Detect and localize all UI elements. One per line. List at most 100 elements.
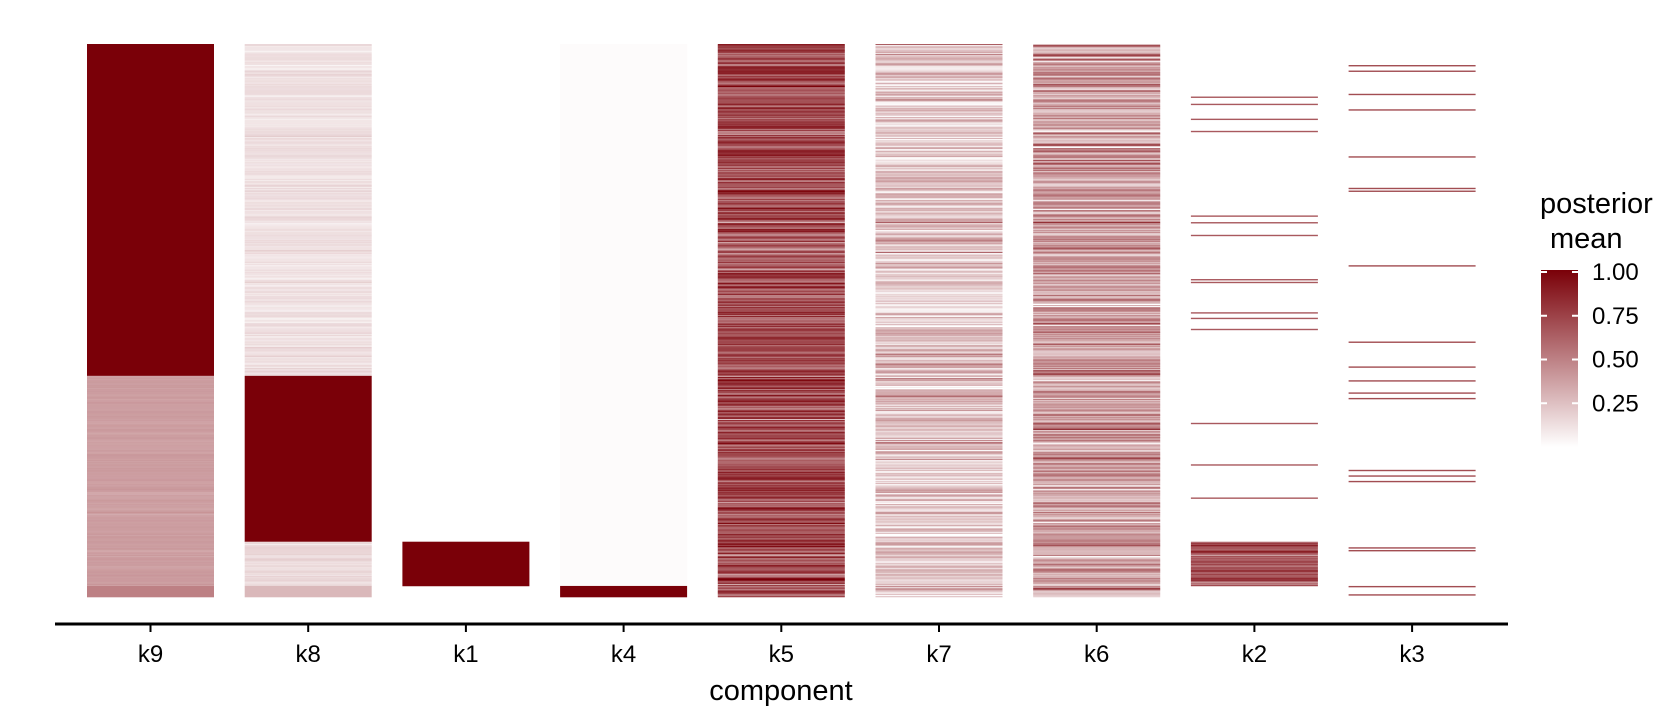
cell-k5 [717,193,845,195]
cell-k7 [875,373,1003,375]
cell-k7 [875,123,1003,126]
cell-k6 [1033,509,1161,512]
cell-k5 [717,142,845,144]
cell-k6 [1033,86,1161,88]
cell-k7 [875,459,1003,462]
cell-k5 [717,134,845,137]
cell-k2 [1190,556,1318,558]
cell-k5 [717,465,845,467]
cell-k5 [717,574,845,577]
cell-k5 [717,196,845,199]
cell-k9 [87,474,214,476]
cell-k8 [244,579,372,581]
cell-k6 [1033,122,1161,124]
cell-k7 [875,206,1003,208]
cell-k8 [244,220,372,223]
cell-k5 [717,485,845,487]
cell-k8 [244,343,372,346]
cell-k5 [717,407,845,410]
cell-k9 [87,551,214,554]
cell-k7 [875,466,1003,468]
cell-k8 [244,138,372,140]
cell-k6 [1033,68,1161,70]
cell-k7 [875,416,1003,419]
cell-k7 [875,593,1003,596]
cell-k5 [717,295,845,297]
cell-k7 [875,454,1003,456]
cell-k6 [1033,433,1161,435]
cell-k8 [244,93,372,96]
cell-k7 [875,257,1003,259]
cell-k5 [717,130,845,132]
cell-k8 [244,166,372,169]
cell-k9 [87,397,214,400]
cell-k7 [875,57,1003,59]
cell-k5 [717,177,845,180]
cell-k7 [875,434,1003,436]
cell-k2 [1190,567,1318,569]
cell-k7 [875,517,1003,519]
cell-k6 [1033,167,1161,170]
cell-k5 [717,412,845,414]
cell-k6 [1033,435,1161,437]
cell-k5 [717,191,845,193]
cell-k7 [875,431,1003,433]
cell-k6 [1033,402,1161,404]
cell-k5 [717,444,845,446]
cell-k8 [244,123,372,126]
cell-k7 [875,262,1003,265]
cell-k7 [875,130,1003,132]
cell-k6 [1033,207,1161,210]
cell-k9 [87,449,214,452]
cell-k8 [244,217,372,220]
cell-k8 [244,290,372,293]
cell-k7 [875,321,1003,324]
cell-k5 [717,481,845,484]
cell-k7 [875,305,1003,307]
cell-k9 [87,573,214,576]
cell-k6 [1033,49,1161,51]
cell-k8 [244,195,372,197]
cell-k5 [717,432,845,434]
cell-k6 [1033,399,1161,401]
cell-k7 [875,335,1003,338]
cell-k9 [87,386,214,389]
cell-k7 [875,478,1003,481]
cell-k8 [244,122,372,124]
cell-k7 [875,572,1003,575]
cell-k7 [875,414,1003,416]
cell-k6 [1033,540,1161,542]
cell-k8 [244,324,372,327]
cell-k9 [87,459,214,462]
cell-k6 [1033,376,1161,379]
cell-k5 [717,568,845,570]
cell-k5 [717,569,845,571]
cell-k6 [1033,541,1161,544]
cell-k2 [1190,577,1318,579]
cell-k5 [717,240,845,243]
cell-k6 [1033,543,1161,546]
cell-k5 [717,521,845,524]
cell-k6 [1033,323,1161,326]
cell-k5 [717,469,845,472]
cell-k6 [1033,237,1161,239]
cell-k7 [875,568,1003,570]
cell-k9 [87,444,214,446]
cell-k9 [87,485,214,487]
cell-k8 [244,551,372,554]
column-k7 [875,44,1003,598]
cell-k5 [717,327,845,329]
cell-k9 [87,402,214,404]
cell-k6 [1033,520,1161,523]
cell-k8 [244,226,372,228]
cell-k6 [1033,548,1161,550]
cell-k5 [717,284,845,286]
cell-k7 [875,196,1003,199]
cell-k6 [1033,229,1161,232]
cell-k6 [1033,140,1161,142]
cell-k6 [1033,238,1161,241]
cell-k6 [1033,206,1161,208]
cell-k5 [717,161,845,163]
cell-line-k3 [1348,156,1476,158]
cell-k9 [87,428,214,431]
